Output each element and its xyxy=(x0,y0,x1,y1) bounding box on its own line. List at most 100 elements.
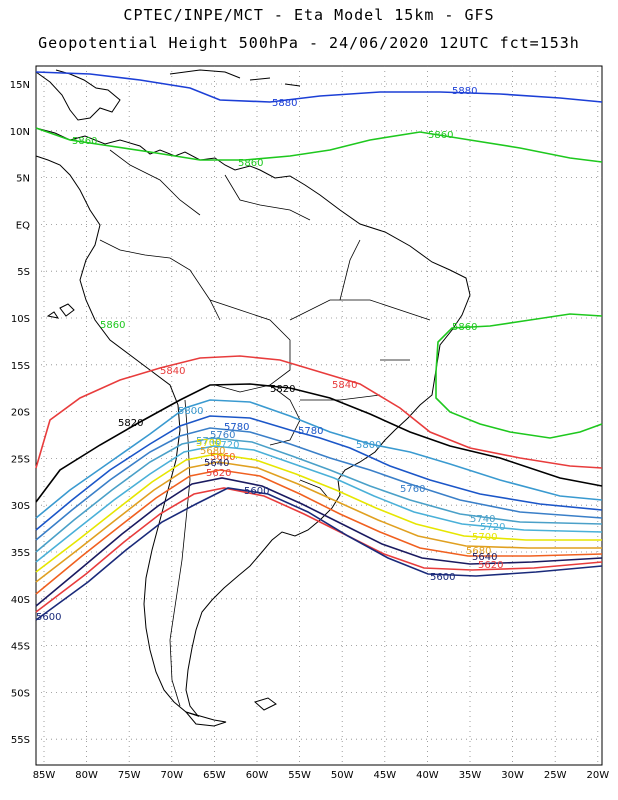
lat-tick-label: 45S xyxy=(11,642,30,653)
lat-tick-label: 10N xyxy=(10,127,30,138)
border-guyanas xyxy=(224,174,311,221)
lon-tick-label: 75W xyxy=(118,770,141,781)
contour-label-5860: 5860 xyxy=(452,322,477,333)
lon-tick-label: 40W xyxy=(416,770,439,781)
contour-5660 xyxy=(35,469,603,595)
south-america-coast xyxy=(35,127,471,718)
contour-label-5600: 5600 xyxy=(36,612,61,623)
contour-label-5820: 5820 xyxy=(118,418,143,429)
country-borders xyxy=(99,149,431,707)
border-uruguay xyxy=(299,479,331,501)
central-america-coast xyxy=(35,69,121,121)
lat-tick-label: 20S xyxy=(11,408,30,419)
longitude-axis: 85W 80W 75W 70W 65W 60W 55W 50W 45W 40W 35W 30W 25W 2… xyxy=(33,770,610,781)
border-brazil-states xyxy=(289,239,431,401)
contour-label-5700: 5700 xyxy=(472,532,497,543)
lat-tick-label: 15N xyxy=(10,80,30,91)
falkland-islands xyxy=(254,697,277,711)
lon-tick-label: 30W xyxy=(501,770,524,781)
lon-tick-label: 35W xyxy=(459,770,482,781)
lat-tick-label: 10S xyxy=(11,314,30,325)
contour-5780 xyxy=(35,415,603,531)
plot-frame xyxy=(35,65,603,766)
lat-tick-label: EQ xyxy=(16,220,30,231)
contour-label-5620: 5620 xyxy=(206,468,231,479)
lat-tick-label: 15S xyxy=(11,361,30,372)
contour-label-5720: 5720 xyxy=(214,440,239,451)
border-chile-argentina xyxy=(169,399,191,707)
contour-label-5800: 5800 xyxy=(178,406,203,417)
contour-label-5640: 5640 xyxy=(472,552,497,563)
border-bolivia xyxy=(209,299,291,393)
lat-tick-label: 5S xyxy=(17,267,30,278)
lon-tick-label: 50W xyxy=(331,770,354,781)
lon-tick-label: 80W xyxy=(75,770,98,781)
contour-5880 xyxy=(35,71,603,103)
lon-tick-label: 70W xyxy=(160,770,183,781)
contour-5840 xyxy=(35,355,603,469)
latitude-axis: 15N 10N 5N EQ 5S 10S 15S 20S 25S 30S 35S 40S 45S 50S 5… xyxy=(10,80,30,746)
contour-label-5740: 5740 xyxy=(196,436,221,447)
lat-tick-label: 35S xyxy=(11,548,30,559)
map-title-line1: CPTEC/INPE/MCT - Eta Model 15km - GFS xyxy=(123,6,495,24)
lat-tick-label: 5N xyxy=(16,174,30,185)
contour-label-5600: 5600 xyxy=(244,486,269,497)
contour-5820 xyxy=(35,383,603,503)
contour-label-5760: 5760 xyxy=(400,484,425,495)
contour-label-5680: 5680 xyxy=(200,446,225,457)
lon-tick-label: 25W xyxy=(544,770,567,781)
contour-label-5700: 5700 xyxy=(196,438,221,449)
contour-label-5780: 5780 xyxy=(224,422,249,433)
contour-5620 xyxy=(35,487,603,613)
contour-lines xyxy=(35,71,603,621)
border-colombia-venezuela xyxy=(109,149,201,216)
contour-label-5720: 5720 xyxy=(480,522,505,533)
lon-tick-label: 20W xyxy=(586,770,609,781)
contour-label-5860: 5860 xyxy=(72,136,97,147)
contour-5600 xyxy=(35,487,603,621)
contour-label-5860: 5860 xyxy=(238,158,263,169)
contour-label-5780: 5780 xyxy=(298,426,323,437)
contour-label-5860: 5860 xyxy=(428,130,453,141)
contour-label-5600: 5600 xyxy=(430,572,455,583)
contour-5740 xyxy=(35,437,603,553)
lat-tick-label: 40S xyxy=(11,595,30,606)
lon-tick-label: 85W xyxy=(33,770,56,781)
contour-label-5640: 5640 xyxy=(204,458,229,469)
contour-label-5820: 5820 xyxy=(270,384,295,395)
contour-label-5800: 5800 xyxy=(356,440,381,451)
contour-5860-south xyxy=(435,313,603,439)
lat-tick-label: 50S xyxy=(11,688,30,699)
contour-label-5880: 5880 xyxy=(272,98,297,109)
contour-label-5840: 5840 xyxy=(160,366,185,377)
lon-tick-label: 60W xyxy=(246,770,269,781)
caribbean-islands xyxy=(169,69,301,87)
lat-tick-label: 55S xyxy=(11,735,30,746)
coastline xyxy=(35,69,471,727)
contour-label-5860: 5860 xyxy=(100,320,125,331)
map-title-line2: Geopotential Height 500hPa - 24/06/2020 … xyxy=(38,34,580,52)
contour-label-5740: 5740 xyxy=(470,514,495,525)
contour-5680 xyxy=(35,461,602,583)
contour-label-5760: 5760 xyxy=(210,430,235,441)
lon-tick-label: 45W xyxy=(373,770,396,781)
contour-label-5880: 5880 xyxy=(452,86,477,97)
lat-tick-label: 30S xyxy=(11,501,30,512)
contour-label-5680: 5680 xyxy=(466,546,491,557)
contour-5860-north xyxy=(35,127,603,163)
lon-tick-label: 65W xyxy=(203,770,226,781)
contour-label-5840: 5840 xyxy=(332,380,357,391)
contour-label-5620: 5620 xyxy=(478,560,503,571)
contour-labels: 5880 5880 5860 5860 5860 5860 5860 5840 … xyxy=(36,86,505,623)
lon-tick-label: 55W xyxy=(288,770,311,781)
lat-tick-label: 25S xyxy=(11,454,30,465)
contour-5720 xyxy=(35,445,603,563)
tierra-del-fuego xyxy=(184,711,227,727)
contour-label-5660: 5660 xyxy=(210,452,235,463)
contour-5700 xyxy=(35,453,602,573)
contour-5760 xyxy=(35,427,603,541)
galapagos-islands xyxy=(46,303,75,319)
contour-5800 xyxy=(35,399,603,519)
contour-5640 xyxy=(35,477,603,607)
